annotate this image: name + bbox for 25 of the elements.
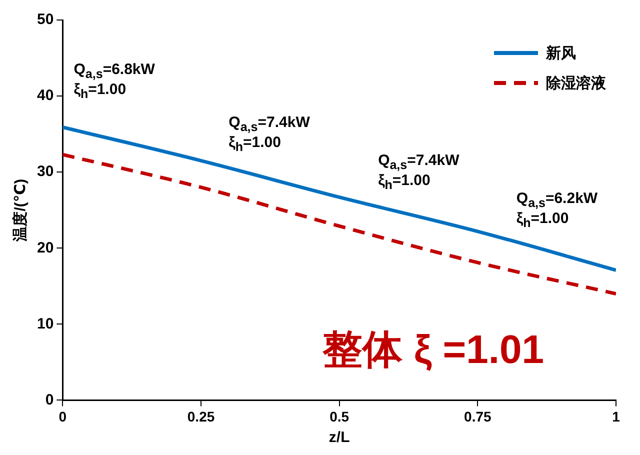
x-axis-title: z/L [328,429,350,446]
y-tick-label: 50 [36,11,54,28]
annotation: ξ$_{h}$=1.00 [516,210,569,231]
annotation: 整体 ξ =1.01 [322,328,544,372]
line-series [62,152,616,296]
y-tick-label: 10 [36,315,54,332]
y-axis-title: 温度/(℃) [11,178,30,242]
x-tick-label: 0.5 [330,408,350,424]
annotation: Q$_{a,s}$=7.4kW [378,152,460,173]
x-tick-label: 0.25 [187,408,215,424]
annotation: ξ$_{h}$=1.00 [228,134,281,155]
y-tick-label: 20 [36,239,54,256]
legend-label: 除湿溶液 [546,74,606,92]
annotation: Q$_{a,s}$=6.8kW [74,60,155,82]
y-tick-label: 30 [36,163,54,180]
annotation: Q$_{a,s}$=6.2kW [516,190,598,211]
x-tick-label: 0 [58,408,67,424]
y-tick-label: 40 [36,87,54,104]
y-tick-label: 0 [45,391,54,408]
annotation: ξ$_{h}$=1.00 [74,80,126,102]
x-tick-label: 1 [612,408,620,424]
annotation: Q$_{a,s}$=7.4kW [228,114,310,135]
legend-label: 新风 [546,44,576,62]
annotation: ξ$_{h}$=1.00 [378,172,430,193]
x-tick-label: 0.75 [464,408,492,424]
